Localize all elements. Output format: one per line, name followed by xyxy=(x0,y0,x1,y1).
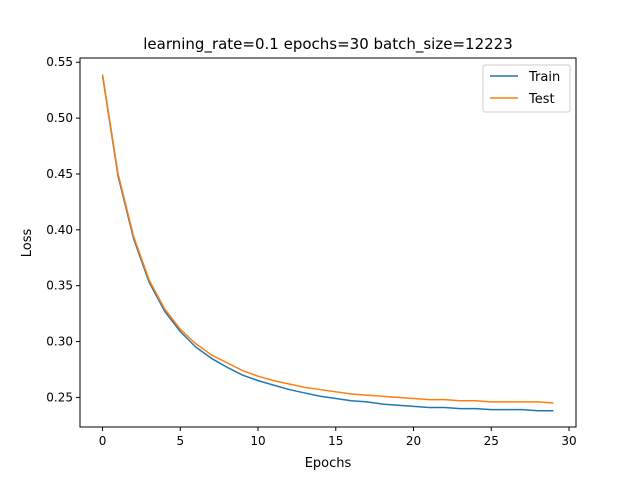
y-axis-label: Loss xyxy=(20,229,35,258)
y-tick-label: 0.40 xyxy=(46,223,73,237)
x-tick-label: 15 xyxy=(328,434,343,448)
y-tick-label: 0.35 xyxy=(46,279,73,293)
y-tick-label: 0.25 xyxy=(46,390,73,404)
legend: Train Test xyxy=(482,64,571,113)
legend-train-label: Train xyxy=(528,70,560,85)
x-axis-label: Epochs xyxy=(305,456,352,471)
x-tick-label: 0 xyxy=(99,434,107,448)
y-tick-label: 0.55 xyxy=(46,55,73,69)
x-tick-label: 30 xyxy=(561,434,576,448)
legend-test-label: Test xyxy=(528,92,555,107)
y-tick-label: 0.30 xyxy=(46,335,73,349)
x-tick-label: 20 xyxy=(406,434,421,448)
chart-title: learning_rate=0.1 epochs=30 batch_size=1… xyxy=(143,35,513,54)
x-tick-label: 5 xyxy=(176,434,184,448)
series-line-test xyxy=(101,74,554,404)
x-tick-label: 25 xyxy=(484,434,499,448)
y-tick-label: 0.50 xyxy=(46,111,73,125)
tick-layer: 0 5 10 15 20 25 30 0.25 0.30 0.35 0.40 0.45 0.50 0.55 xyxy=(46,55,576,448)
y-tick-label: 0.45 xyxy=(46,167,73,181)
series-layer xyxy=(101,74,554,412)
plot-area-frame xyxy=(79,57,577,428)
x-tick-label: 10 xyxy=(250,434,265,448)
series-line-train xyxy=(101,75,554,412)
